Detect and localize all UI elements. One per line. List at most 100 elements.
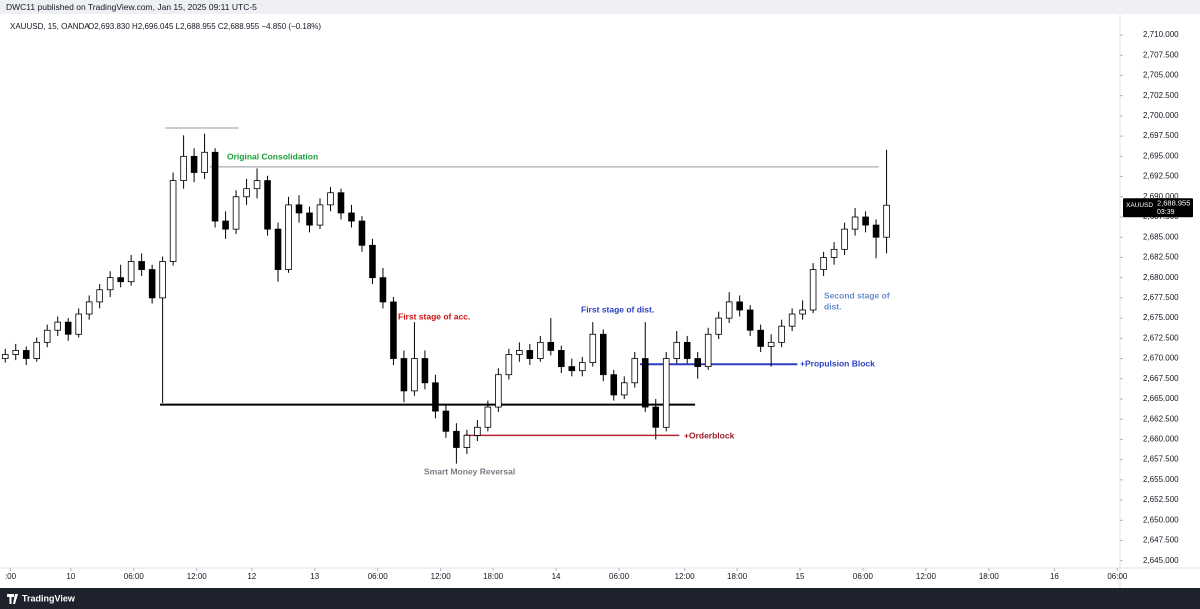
y-tick-label: 2,692.500: [1143, 172, 1179, 181]
x-tick-label: 15: [796, 572, 805, 581]
y-tick-label: 2,667.500: [1143, 374, 1179, 383]
candle-body: [201, 151, 208, 173]
x-tick-label: 06:00: [368, 572, 389, 581]
candle-body: [12, 350, 20, 355]
candle-body: [211, 151, 219, 222]
price-label-box: [1123, 198, 1193, 218]
candle-body: [809, 269, 817, 311]
candle-body: [106, 277, 114, 291]
footer-brand: TradingView: [22, 593, 76, 603]
x-tick-label: 10: [66, 572, 75, 581]
candle-body: [243, 188, 250, 198]
candle-body: [862, 216, 869, 226]
candle-body: [495, 374, 502, 408]
candle-body: [390, 301, 397, 359]
candle-body: [526, 350, 534, 359]
candle-body: [505, 354, 513, 376]
candle-body: [33, 341, 41, 359]
candle-body: [683, 341, 691, 359]
x-tick-label: 18:00: [483, 572, 504, 581]
y-tick-label: 2,675.000: [1143, 313, 1179, 322]
y-tick-label: 2,702.500: [1143, 91, 1179, 100]
candle-body: [599, 333, 607, 376]
candle-body: [746, 309, 754, 331]
candle-body: [694, 358, 701, 368]
candle-body: [579, 362, 586, 372]
candle-body: [264, 180, 271, 230]
candle-body: [652, 406, 660, 428]
candle-body: [736, 301, 743, 311]
annotation: +Orderblock: [684, 430, 735, 440]
annotation: Original Consolidation: [227, 151, 318, 161]
candle-body: [883, 204, 890, 238]
y-tick-label: 2,680.000: [1143, 273, 1179, 282]
annotation: Second stage of: [824, 290, 890, 300]
header-text: DWC11 published on TradingView.com, Jan …: [6, 2, 257, 12]
candle-body: [22, 350, 30, 359]
candle-body: [190, 155, 198, 173]
y-tick-label: 2,670.000: [1143, 354, 1179, 363]
candle-body: [537, 341, 544, 359]
x-tick-label: 12:00: [431, 572, 452, 581]
y-tick-label: 2,660.000: [1143, 435, 1179, 444]
x-tick-label: 13: [310, 572, 319, 581]
candle-body: [589, 333, 597, 363]
candle-body: [757, 329, 764, 347]
candle-body: [725, 301, 733, 319]
candle-body: [484, 406, 492, 428]
annotation: Smart Money Reversal: [424, 466, 515, 476]
y-tick-label: 2,690.000: [1143, 192, 1179, 201]
candle-body: [295, 204, 303, 214]
candle-body: [767, 341, 775, 347]
candle-body: [75, 313, 82, 335]
candle-body: [400, 358, 408, 392]
candle-body: [138, 261, 145, 270]
top-bar: [0, 0, 1200, 14]
candle-body: [253, 180, 261, 190]
candle-body: [442, 410, 450, 432]
y-tick-label: 2,647.500: [1143, 536, 1179, 545]
x-tick-label: 14: [552, 572, 561, 581]
price-label-symbol: XAUUSD: [1126, 202, 1153, 209]
y-tick-label: 2,672.500: [1143, 333, 1179, 342]
annotation: First stage of acc.: [398, 311, 470, 321]
candle-body: [411, 358, 418, 392]
annotation: First stage of dist.: [581, 304, 654, 314]
candle-body: [516, 350, 523, 355]
y-tick-label: 2,697.500: [1143, 131, 1179, 140]
y-tick-label: 2,665.000: [1143, 394, 1179, 403]
candle-body: [232, 196, 240, 230]
candle-body: [159, 261, 166, 299]
candle-body: [337, 192, 345, 214]
candle-body: [610, 374, 618, 396]
annotation: +Propulsion Block: [800, 358, 875, 368]
candle-body: [453, 430, 460, 448]
x-tick-label: :00: [5, 572, 17, 581]
candle-body: [662, 358, 670, 428]
candle-body: [547, 341, 555, 351]
candle-body: [327, 192, 334, 206]
candle-body: [673, 341, 681, 359]
x-tick-label: 06:00: [124, 572, 145, 581]
x-tick-label: 12:00: [675, 572, 696, 581]
candle-body: [830, 248, 838, 258]
candle-body: [558, 350, 565, 368]
candle-body: [620, 382, 628, 396]
x-tick-label: 12:00: [187, 572, 208, 581]
candle-body: [64, 321, 72, 335]
y-tick-label: 2,657.500: [1143, 455, 1179, 464]
y-tick-label: 2,685.000: [1143, 232, 1179, 241]
y-tick-label: 2,645.000: [1143, 556, 1179, 565]
candle-body: [631, 358, 639, 384]
candle-body: [641, 358, 649, 408]
candle-body: [463, 434, 471, 448]
candle-body: [222, 220, 229, 230]
y-tick-label: 2,710.000: [1143, 30, 1179, 39]
price-label-countdown: 03:39: [1157, 209, 1175, 216]
annotation: dist.: [824, 301, 841, 311]
x-tick-label: 16: [1050, 572, 1059, 581]
candle-body: [117, 277, 124, 283]
x-tick-label: 06:00: [853, 572, 874, 581]
candle-body: [778, 325, 785, 343]
